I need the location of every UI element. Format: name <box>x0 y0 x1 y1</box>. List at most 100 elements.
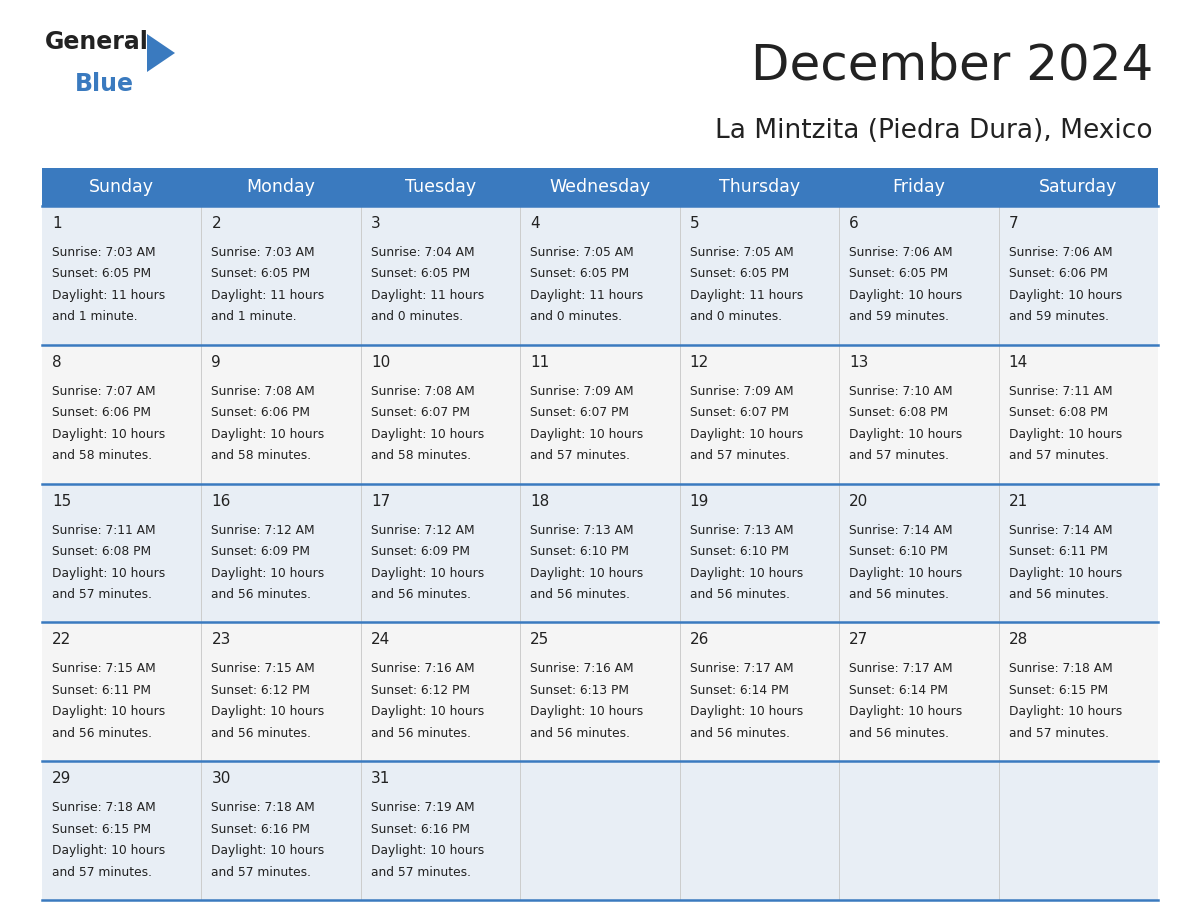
Text: Sunrise: 7:13 AM: Sunrise: 7:13 AM <box>690 523 794 537</box>
Text: Sunset: 6:14 PM: Sunset: 6:14 PM <box>849 684 948 697</box>
Text: Daylight: 10 hours: Daylight: 10 hours <box>371 845 484 857</box>
Text: 10: 10 <box>371 354 390 370</box>
Text: 24: 24 <box>371 633 390 647</box>
Text: Sunrise: 7:12 AM: Sunrise: 7:12 AM <box>371 523 474 537</box>
Text: and 57 minutes.: and 57 minutes. <box>690 449 790 463</box>
Text: Sunrise: 7:03 AM: Sunrise: 7:03 AM <box>211 246 315 259</box>
Text: Daylight: 10 hours: Daylight: 10 hours <box>849 428 962 441</box>
Text: Daylight: 10 hours: Daylight: 10 hours <box>1009 566 1121 579</box>
Bar <box>42 484 1158 622</box>
Text: and 0 minutes.: and 0 minutes. <box>530 310 623 323</box>
Text: and 56 minutes.: and 56 minutes. <box>849 588 949 601</box>
Text: 2: 2 <box>211 216 221 231</box>
Text: Daylight: 10 hours: Daylight: 10 hours <box>52 428 165 441</box>
Text: Sunrise: 7:18 AM: Sunrise: 7:18 AM <box>1009 663 1112 676</box>
Bar <box>42 206 1158 345</box>
Text: Sunrise: 7:08 AM: Sunrise: 7:08 AM <box>211 385 315 397</box>
Text: and 56 minutes.: and 56 minutes. <box>1009 588 1108 601</box>
Text: Sunset: 6:08 PM: Sunset: 6:08 PM <box>52 545 151 558</box>
Text: 23: 23 <box>211 633 230 647</box>
Text: Sunrise: 7:09 AM: Sunrise: 7:09 AM <box>530 385 634 397</box>
Text: Sunrise: 7:17 AM: Sunrise: 7:17 AM <box>690 663 794 676</box>
Text: Sunset: 6:10 PM: Sunset: 6:10 PM <box>530 545 630 558</box>
Text: Sunset: 6:05 PM: Sunset: 6:05 PM <box>849 267 948 281</box>
Text: 12: 12 <box>690 354 709 370</box>
Text: Sunrise: 7:07 AM: Sunrise: 7:07 AM <box>52 385 156 397</box>
Text: and 58 minutes.: and 58 minutes. <box>211 449 311 463</box>
Text: Monday: Monday <box>247 178 316 196</box>
Text: 21: 21 <box>1009 494 1028 509</box>
Polygon shape <box>147 34 175 72</box>
Text: Daylight: 10 hours: Daylight: 10 hours <box>530 428 644 441</box>
Text: and 1 minute.: and 1 minute. <box>211 310 297 323</box>
Text: Sunset: 6:16 PM: Sunset: 6:16 PM <box>371 823 470 835</box>
Text: Daylight: 11 hours: Daylight: 11 hours <box>371 289 484 302</box>
Text: 31: 31 <box>371 771 390 786</box>
Text: and 56 minutes.: and 56 minutes. <box>211 727 311 740</box>
Text: December 2024: December 2024 <box>751 42 1154 90</box>
Text: Daylight: 11 hours: Daylight: 11 hours <box>690 289 803 302</box>
Bar <box>42 168 1158 206</box>
Text: and 57 minutes.: and 57 minutes. <box>1009 727 1108 740</box>
Text: Sunrise: 7:11 AM: Sunrise: 7:11 AM <box>52 523 156 537</box>
Text: Daylight: 11 hours: Daylight: 11 hours <box>211 289 324 302</box>
Text: Daylight: 10 hours: Daylight: 10 hours <box>211 705 324 719</box>
Text: Sunrise: 7:12 AM: Sunrise: 7:12 AM <box>211 523 315 537</box>
Text: 1: 1 <box>52 216 62 231</box>
Text: Sunrise: 7:14 AM: Sunrise: 7:14 AM <box>849 523 953 537</box>
Text: Daylight: 10 hours: Daylight: 10 hours <box>371 566 484 579</box>
Text: Daylight: 10 hours: Daylight: 10 hours <box>849 289 962 302</box>
Text: Sunset: 6:16 PM: Sunset: 6:16 PM <box>211 823 310 835</box>
Text: Sunrise: 7:04 AM: Sunrise: 7:04 AM <box>371 246 474 259</box>
Text: Thursday: Thursday <box>719 178 800 196</box>
Text: Sunrise: 7:05 AM: Sunrise: 7:05 AM <box>690 246 794 259</box>
Text: 6: 6 <box>849 216 859 231</box>
Text: 30: 30 <box>211 771 230 786</box>
Text: 26: 26 <box>690 633 709 647</box>
Text: 18: 18 <box>530 494 550 509</box>
Text: and 56 minutes.: and 56 minutes. <box>211 588 311 601</box>
Text: 3: 3 <box>371 216 380 231</box>
Text: Sunset: 6:08 PM: Sunset: 6:08 PM <box>1009 407 1107 420</box>
Text: Sunrise: 7:15 AM: Sunrise: 7:15 AM <box>52 663 156 676</box>
Text: Sunset: 6:07 PM: Sunset: 6:07 PM <box>690 407 789 420</box>
Text: 28: 28 <box>1009 633 1028 647</box>
Text: 29: 29 <box>52 771 71 786</box>
Text: and 56 minutes.: and 56 minutes. <box>690 588 790 601</box>
Text: Sunrise: 7:19 AM: Sunrise: 7:19 AM <box>371 801 474 814</box>
Text: Daylight: 10 hours: Daylight: 10 hours <box>1009 428 1121 441</box>
Text: 27: 27 <box>849 633 868 647</box>
Text: Sunset: 6:12 PM: Sunset: 6:12 PM <box>371 684 470 697</box>
Text: Sunset: 6:06 PM: Sunset: 6:06 PM <box>211 407 310 420</box>
Text: La Mintzita (Piedra Dura), Mexico: La Mintzita (Piedra Dura), Mexico <box>715 118 1154 144</box>
Text: 22: 22 <box>52 633 71 647</box>
Text: and 56 minutes.: and 56 minutes. <box>690 727 790 740</box>
Text: 17: 17 <box>371 494 390 509</box>
Text: Sunrise: 7:17 AM: Sunrise: 7:17 AM <box>849 663 953 676</box>
Text: 25: 25 <box>530 633 550 647</box>
Text: Daylight: 10 hours: Daylight: 10 hours <box>52 705 165 719</box>
Text: Sunset: 6:09 PM: Sunset: 6:09 PM <box>211 545 310 558</box>
Text: Sunset: 6:05 PM: Sunset: 6:05 PM <box>690 267 789 281</box>
Text: Sunset: 6:05 PM: Sunset: 6:05 PM <box>371 267 470 281</box>
Text: Sunrise: 7:16 AM: Sunrise: 7:16 AM <box>371 663 474 676</box>
Text: and 56 minutes.: and 56 minutes. <box>371 727 470 740</box>
Text: Sunset: 6:13 PM: Sunset: 6:13 PM <box>530 684 630 697</box>
Text: Sunset: 6:09 PM: Sunset: 6:09 PM <box>371 545 470 558</box>
Text: Sunset: 6:15 PM: Sunset: 6:15 PM <box>52 823 151 835</box>
Text: Sunrise: 7:14 AM: Sunrise: 7:14 AM <box>1009 523 1112 537</box>
Text: and 57 minutes.: and 57 minutes. <box>530 449 631 463</box>
Text: Tuesday: Tuesday <box>405 178 476 196</box>
Text: 20: 20 <box>849 494 868 509</box>
Text: Sunrise: 7:09 AM: Sunrise: 7:09 AM <box>690 385 794 397</box>
Text: Sunrise: 7:06 AM: Sunrise: 7:06 AM <box>1009 246 1112 259</box>
Text: Sunset: 6:08 PM: Sunset: 6:08 PM <box>849 407 948 420</box>
Text: and 58 minutes.: and 58 minutes. <box>371 449 470 463</box>
Text: 16: 16 <box>211 494 230 509</box>
Text: 11: 11 <box>530 354 550 370</box>
Text: Sunset: 6:14 PM: Sunset: 6:14 PM <box>690 684 789 697</box>
Text: Daylight: 10 hours: Daylight: 10 hours <box>52 566 165 579</box>
Text: Sunset: 6:07 PM: Sunset: 6:07 PM <box>371 407 470 420</box>
Text: Wednesday: Wednesday <box>549 178 651 196</box>
Bar <box>42 345 1158 484</box>
